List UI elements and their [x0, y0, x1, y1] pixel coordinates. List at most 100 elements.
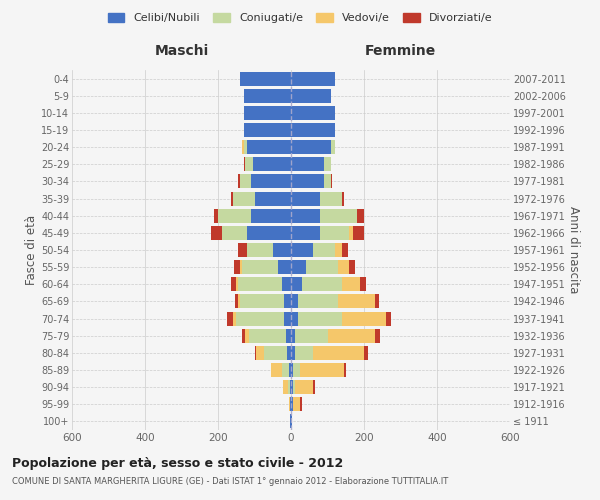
- Bar: [300, 363, 344, 377]
- Bar: [218, 208, 251, 222]
- Bar: [291, 312, 298, 326]
- Bar: [251, 174, 291, 188]
- Bar: [305, 260, 338, 274]
- Bar: [338, 260, 349, 274]
- Bar: [240, 174, 251, 188]
- Bar: [247, 226, 291, 240]
- Bar: [238, 294, 240, 308]
- Bar: [291, 243, 313, 257]
- Bar: [313, 346, 364, 360]
- Bar: [236, 278, 238, 291]
- Bar: [242, 140, 244, 154]
- Bar: [313, 380, 315, 394]
- Bar: [300, 398, 302, 411]
- Bar: [291, 140, 331, 154]
- Bar: [293, 363, 300, 377]
- Bar: [256, 346, 263, 360]
- Bar: [342, 243, 347, 257]
- Bar: [342, 312, 386, 326]
- Y-axis label: Fasce di età: Fasce di età: [25, 215, 38, 285]
- Bar: [244, 158, 245, 172]
- Bar: [253, 158, 291, 172]
- Bar: [291, 192, 320, 205]
- Bar: [240, 260, 242, 274]
- Bar: [291, 226, 320, 240]
- Bar: [284, 294, 291, 308]
- Text: Maschi: Maschi: [154, 44, 209, 58]
- Bar: [291, 346, 295, 360]
- Bar: [231, 278, 236, 291]
- Bar: [247, 243, 273, 257]
- Bar: [244, 106, 291, 120]
- Bar: [298, 294, 338, 308]
- Bar: [244, 140, 247, 154]
- Bar: [221, 226, 247, 240]
- Bar: [235, 294, 238, 308]
- Bar: [289, 363, 291, 377]
- Bar: [349, 226, 353, 240]
- Bar: [298, 312, 342, 326]
- Bar: [249, 328, 286, 342]
- Bar: [291, 106, 335, 120]
- Bar: [284, 312, 291, 326]
- Bar: [324, 174, 331, 188]
- Bar: [283, 380, 288, 394]
- Bar: [282, 363, 289, 377]
- Bar: [286, 328, 291, 342]
- Bar: [287, 346, 291, 360]
- Bar: [293, 398, 300, 411]
- Bar: [211, 226, 221, 240]
- Bar: [235, 260, 240, 274]
- Bar: [338, 294, 375, 308]
- Bar: [233, 312, 236, 326]
- Bar: [386, 312, 391, 326]
- Bar: [238, 174, 240, 188]
- Bar: [356, 208, 364, 222]
- Bar: [214, 208, 218, 222]
- Bar: [320, 226, 349, 240]
- Bar: [238, 278, 282, 291]
- Bar: [335, 243, 342, 257]
- Bar: [331, 140, 335, 154]
- Bar: [245, 158, 253, 172]
- Bar: [291, 278, 302, 291]
- Bar: [251, 208, 291, 222]
- Bar: [278, 260, 291, 274]
- Bar: [375, 328, 380, 342]
- Bar: [290, 398, 291, 411]
- Bar: [302, 278, 342, 291]
- Bar: [295, 346, 313, 360]
- Bar: [328, 328, 375, 342]
- Bar: [291, 158, 324, 172]
- Bar: [375, 294, 379, 308]
- Bar: [364, 346, 368, 360]
- Bar: [313, 243, 335, 257]
- Bar: [242, 328, 245, 342]
- Bar: [291, 328, 295, 342]
- Bar: [240, 72, 291, 86]
- Bar: [290, 380, 291, 394]
- Bar: [291, 414, 292, 428]
- Bar: [291, 398, 293, 411]
- Bar: [263, 346, 287, 360]
- Bar: [254, 192, 291, 205]
- Bar: [295, 328, 328, 342]
- Bar: [242, 260, 278, 274]
- Bar: [244, 88, 291, 102]
- Bar: [231, 192, 233, 205]
- Bar: [353, 226, 364, 240]
- Bar: [291, 88, 331, 102]
- Bar: [295, 380, 313, 394]
- Bar: [320, 192, 342, 205]
- Bar: [291, 363, 293, 377]
- Bar: [320, 208, 356, 222]
- Bar: [290, 414, 291, 428]
- Bar: [291, 123, 335, 137]
- Bar: [238, 243, 247, 257]
- Bar: [291, 380, 293, 394]
- Bar: [240, 294, 284, 308]
- Bar: [236, 312, 284, 326]
- Bar: [245, 328, 249, 342]
- Bar: [342, 278, 361, 291]
- Bar: [289, 398, 290, 411]
